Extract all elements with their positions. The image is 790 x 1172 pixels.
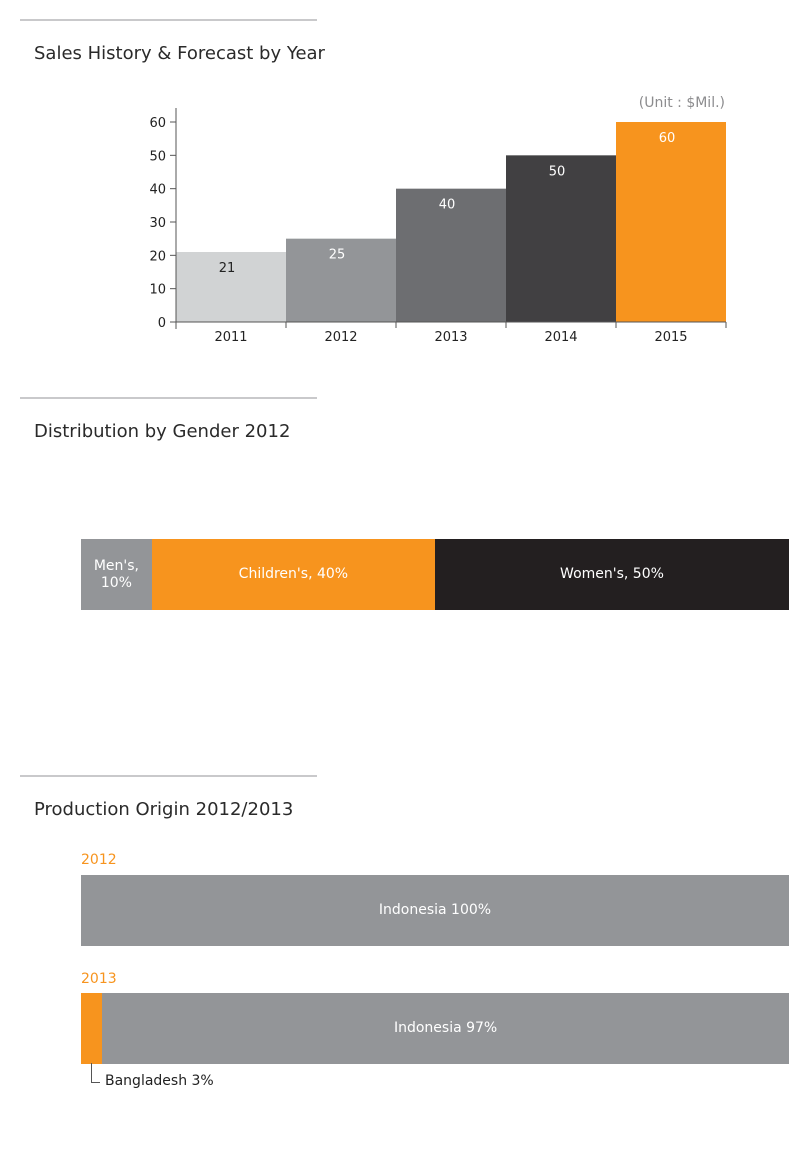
x-tick-label-2012: 2012 bbox=[324, 330, 357, 345]
segment-label: Women's, 50% bbox=[560, 566, 664, 582]
y-tick-label: 40 bbox=[149, 183, 166, 198]
section-divider-origin bbox=[20, 775, 317, 777]
x-tick-label-2014: 2014 bbox=[544, 330, 577, 345]
y-tick-label: 20 bbox=[149, 249, 166, 264]
bangladesh-callout-label: Bangladesh 3% bbox=[105, 1073, 214, 1089]
year-label-2013: 2013 bbox=[81, 971, 117, 987]
sales-bar-chart: (Unit : $Mil.) 21 25 40 50 60 0 10 20 30 40 50 60 201… bbox=[149, 95, 727, 345]
x-tick-label-2013: 2013 bbox=[434, 330, 467, 345]
origin-chart-title: Production Origin 2012/2013 bbox=[34, 799, 294, 820]
x-tick-label-2011: 2011 bbox=[214, 330, 247, 345]
section-divider-gender bbox=[20, 397, 317, 399]
bar-value-label-2014: 50 bbox=[549, 164, 566, 179]
bar-value-label-2013: 40 bbox=[439, 198, 456, 213]
y-tick-label: 10 bbox=[149, 283, 166, 298]
bar-2012 bbox=[286, 238, 396, 322]
bar-segment: Indonesia 100% bbox=[81, 875, 789, 946]
gender-chart-title: Distribution by Gender 2012 bbox=[34, 421, 291, 442]
bar-value-label-2012: 25 bbox=[329, 248, 346, 263]
unit-note: (Unit : $Mil.) bbox=[639, 95, 725, 111]
x-tick-label-2015: 2015 bbox=[654, 330, 687, 345]
bar-2015 bbox=[616, 122, 726, 322]
y-tick-label: 30 bbox=[149, 216, 166, 231]
section-divider-sales bbox=[20, 19, 317, 21]
origin-bar-2013: Indonesia 97% bbox=[81, 993, 789, 1064]
bar-segment: Indonesia 97% bbox=[102, 993, 789, 1064]
segment-label: Indonesia 97% bbox=[393, 1020, 498, 1036]
bar-value-label-2015: 60 bbox=[659, 131, 676, 146]
bar-2014 bbox=[506, 155, 616, 322]
bar-value-label-2011: 21 bbox=[219, 261, 236, 276]
bar-2013 bbox=[396, 188, 506, 322]
segment-label: Indonesia 100% bbox=[378, 902, 492, 918]
bar-segment: Children's, 40% bbox=[151, 539, 435, 610]
bar-segment bbox=[81, 993, 103, 1064]
y-tick-label: 60 bbox=[149, 116, 166, 131]
year-label-2012: 2012 bbox=[81, 852, 117, 868]
y-tick-label: 50 bbox=[149, 149, 166, 164]
origin-bar-2012: Indonesia 100% bbox=[81, 875, 789, 946]
segment-label: Children's, 40% bbox=[238, 566, 349, 582]
bangladesh-callout-line bbox=[91, 1063, 100, 1083]
bar-segment: Men's, 10% bbox=[81, 539, 152, 610]
bar-2011 bbox=[176, 252, 286, 322]
sales-chart-title: Sales History & Forecast by Year bbox=[34, 43, 325, 64]
y-tick-label: 0 bbox=[158, 316, 166, 331]
bar-segment: Women's, 50% bbox=[434, 539, 789, 610]
gender-stacked-bar: Men's, 10% Children's, 40% Women's, 50% bbox=[81, 539, 789, 610]
segment-label: Men's, 10% bbox=[93, 557, 139, 591]
